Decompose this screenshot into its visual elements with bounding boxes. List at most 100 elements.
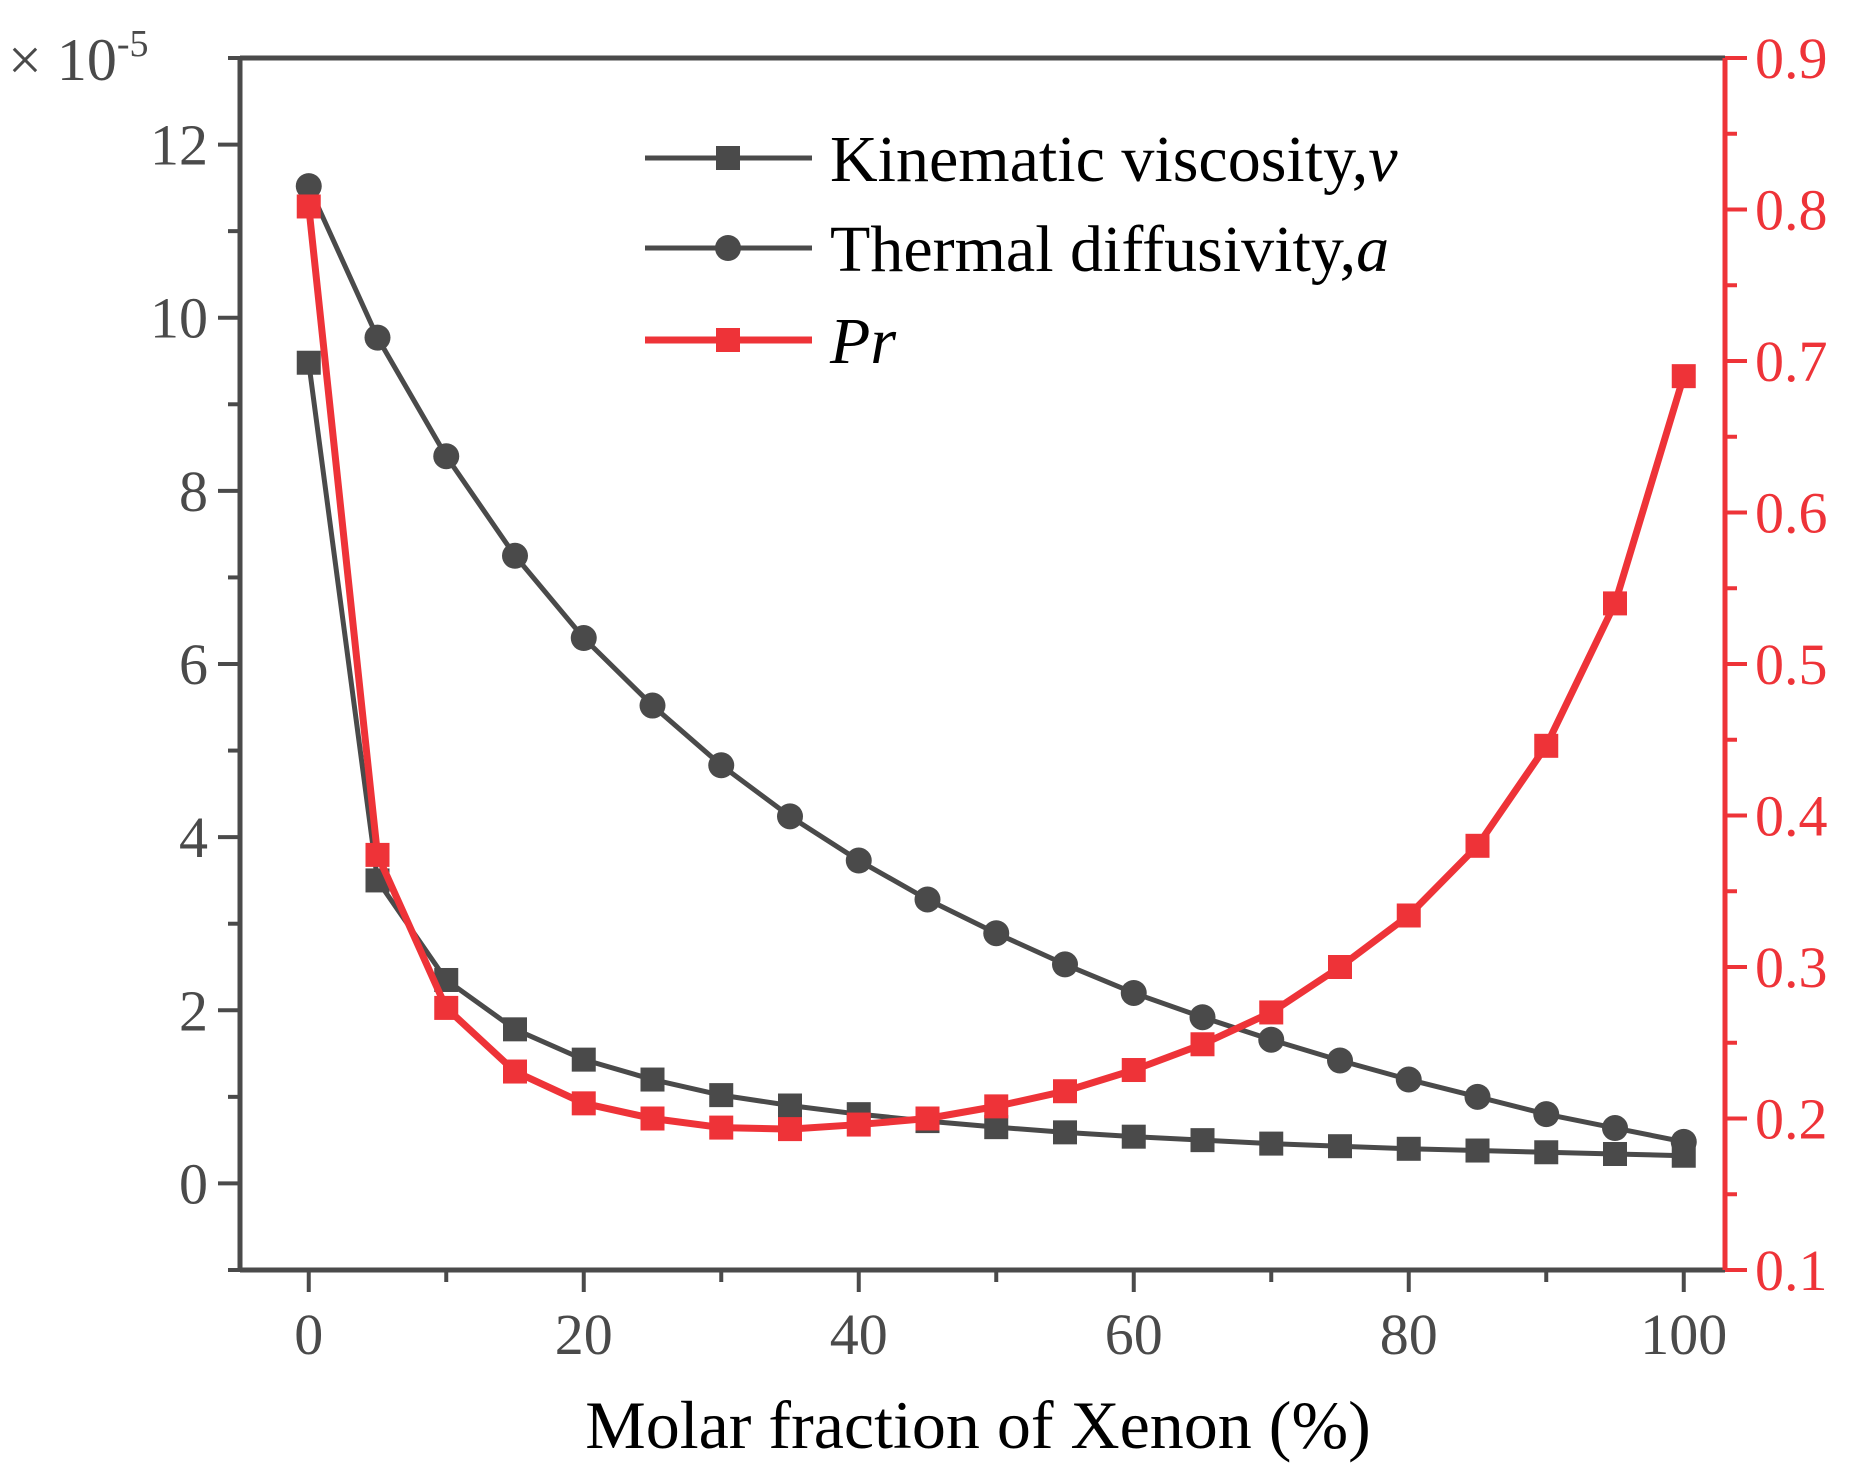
data-point: [1465, 833, 1490, 858]
multiplier-prefix: × 10: [8, 27, 117, 93]
legend-label-prefix: Thermal diffusivity,: [830, 213, 1356, 286]
data-point: [295, 173, 322, 200]
data-point: [434, 995, 459, 1020]
series-3: [296, 194, 1696, 1142]
legend-marker: [716, 328, 740, 352]
y-right-tick-label: 0.3: [1755, 935, 1828, 1000]
legend-item-3: Pr: [645, 305, 896, 378]
legend-label-prefix: Kinematic viscosity,: [830, 123, 1368, 196]
data-point: [570, 625, 597, 652]
data-point: [915, 1106, 940, 1131]
data-point: [296, 350, 321, 375]
data-point: [1395, 1066, 1422, 1093]
data-point: [1328, 955, 1352, 979]
data-point: [1603, 591, 1627, 616]
data-point: [1464, 1083, 1491, 1110]
data-point: [640, 1067, 665, 1092]
data-point: [639, 692, 666, 719]
x-tick-label: 60: [1105, 1302, 1163, 1367]
data-point: [1053, 1120, 1077, 1145]
y-left-tick-label: 6: [179, 632, 208, 697]
y-left-tick-label: 8: [179, 459, 208, 524]
data-point: [364, 324, 391, 351]
y-right-tick-label: 0.7: [1755, 329, 1828, 394]
y-right-tick-label: 0.2: [1755, 1087, 1828, 1152]
data-point: [1603, 1141, 1627, 1166]
data-point: [846, 1112, 871, 1137]
y-right-tick-label: 0.1: [1755, 1238, 1828, 1303]
data-point: [571, 1047, 596, 1072]
data-point: [503, 1059, 527, 1084]
data-point: [845, 847, 872, 874]
right-y-axis: 0.1 0.2 0.3 0.4 0.5 0.6 0.7 0.8 0.9: [1725, 26, 1828, 1303]
legend-label-symbol: a: [1356, 213, 1389, 286]
data-point: [1259, 1131, 1284, 1156]
data-point: [983, 920, 1010, 947]
data-point: [640, 1106, 665, 1131]
legend-label: Pr: [829, 305, 896, 378]
data-point: [1327, 1047, 1353, 1074]
x-tick-label: 40: [830, 1302, 888, 1367]
y-right-tick-label: 0.9: [1755, 26, 1828, 91]
y-right-tick-label: 0.8: [1755, 178, 1828, 243]
series-2: [295, 173, 1697, 1155]
legend-label-symbol: Pr: [829, 305, 896, 378]
y-right-tick-label: 0.4: [1755, 784, 1828, 849]
data-point: [709, 1115, 734, 1140]
y-left-multiplier: × 10-5: [8, 23, 149, 93]
data-point: [1670, 1128, 1697, 1155]
x-axis: 0 20 40 60 80 100: [294, 1270, 1727, 1367]
data-point: [984, 1094, 1009, 1119]
data-point: [914, 886, 941, 913]
series-line: [306, 185, 1685, 1145]
series-layer: [295, 173, 1697, 1168]
data-point: [709, 1083, 734, 1108]
legend-label-symbol: v: [1368, 123, 1398, 196]
data-point: [708, 752, 735, 779]
data-point: [502, 542, 528, 569]
y-left-tick-label: 0: [179, 1151, 208, 1216]
data-point: [1534, 1140, 1559, 1165]
legend-item-1: Kinematic viscosity,v: [645, 123, 1398, 196]
multiplier-exponent: -5: [117, 23, 149, 65]
data-point: [571, 1091, 596, 1116]
data-point: [1328, 1134, 1352, 1159]
series-1: [296, 350, 1696, 1168]
legend-label: Kinematic viscosity,v: [830, 123, 1398, 196]
x-tick-label: 100: [1640, 1302, 1727, 1367]
data-point: [1120, 979, 1147, 1006]
y-left-tick-label: 12: [150, 113, 208, 178]
series-line: [305, 206, 1688, 1133]
y-right-tick-label: 0.6: [1755, 481, 1828, 546]
x-tick-label: 80: [1380, 1302, 1438, 1367]
data-point: [1053, 1079, 1077, 1104]
legend-marker: [716, 146, 740, 170]
data-point: [1671, 364, 1696, 389]
data-point: [1534, 733, 1559, 758]
x-tick-label: 0: [294, 1302, 323, 1367]
data-point: [1190, 1128, 1215, 1153]
legend-label: Thermal diffusivity,a: [830, 213, 1389, 286]
data-point: [1190, 1032, 1215, 1057]
y-left-tick-label: 10: [150, 286, 208, 351]
data-point: [433, 443, 460, 470]
data-point: [1533, 1101, 1560, 1128]
x-axis-title: Molar fraction of Xenon (%): [585, 1387, 1371, 1463]
data-point: [1189, 1004, 1216, 1031]
data-point: [777, 803, 803, 830]
legend-marker: [715, 235, 741, 261]
x-tick-label: 20: [555, 1302, 613, 1367]
data-point: [1602, 1115, 1628, 1142]
data-point: [1465, 1138, 1490, 1163]
data-point: [1258, 1026, 1285, 1053]
data-point: [778, 1093, 802, 1118]
y-right-tick-label: 0.5: [1755, 632, 1828, 697]
legend-item-2: Thermal diffusivity,a: [645, 213, 1389, 286]
data-point: [296, 194, 321, 219]
data-point: [503, 1017, 527, 1042]
y-left-tick-label: 4: [179, 805, 208, 870]
y-left-tick-label: 2: [179, 978, 208, 1043]
left-y-axis: 0 2 4 6 8 10 12: [150, 56, 240, 1272]
